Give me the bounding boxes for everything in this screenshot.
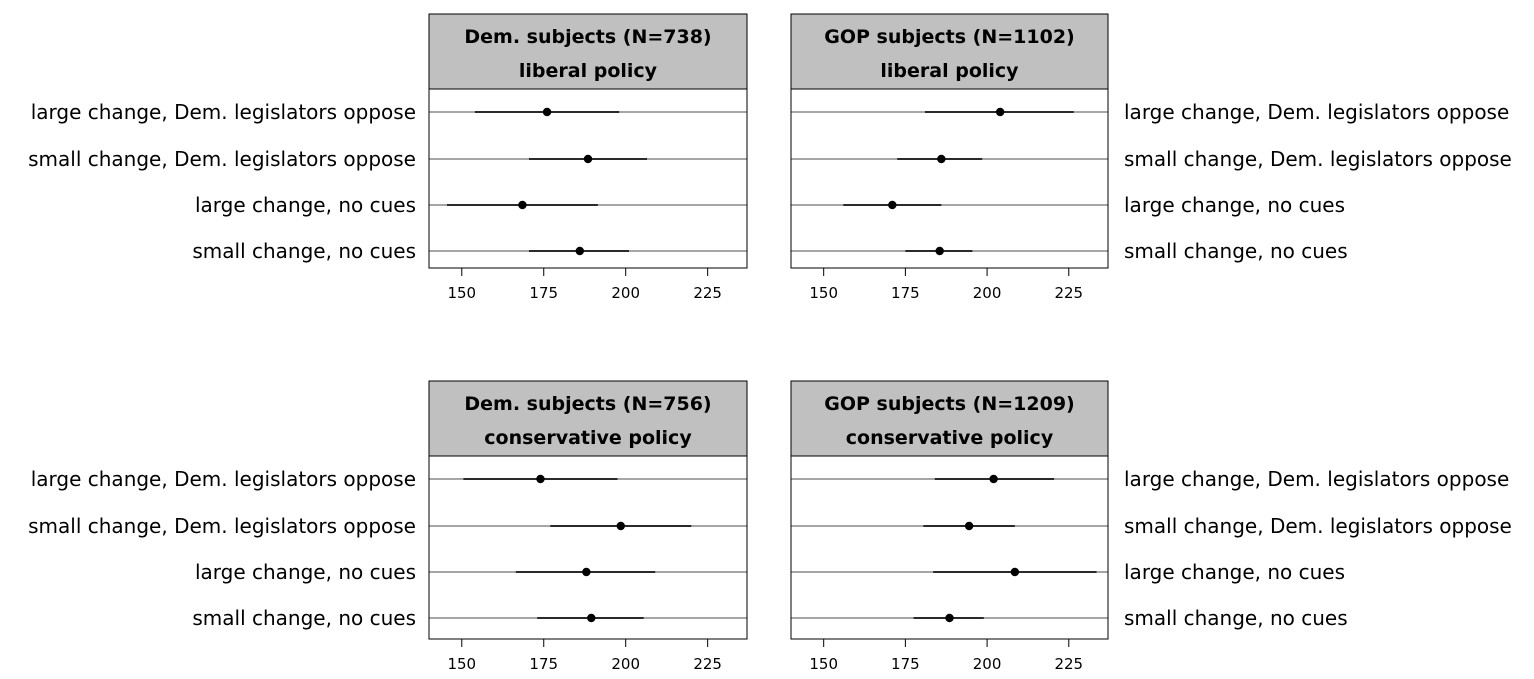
- panel-1-point-3: [518, 200, 527, 210]
- panel-4-xtick-label-4: 225: [1054, 655, 1083, 673]
- panel-1-title-line2: liberal policy: [519, 60, 658, 82]
- panel-2-row-label-1: large change, Dem. legislators oppose: [1124, 100, 1509, 124]
- panel-1-row-label-2: small change, Dem. legislators oppose: [28, 147, 416, 171]
- panel-1-point-1: [542, 107, 552, 117]
- panel-1-strip: [428, 13, 748, 90]
- panel-2-title-line2: liberal policy: [880, 60, 1019, 82]
- panel-3-xtick-label-2: 175: [529, 655, 558, 673]
- panel-2-row-label-3: large change, no cues: [1124, 193, 1345, 217]
- panel-1-row-label-4: small change, no cues: [192, 239, 416, 263]
- panel-3-row-label-1: large change, Dem. legislators oppose: [31, 467, 416, 491]
- panel-4-xtick-label-2: 175: [891, 655, 920, 673]
- panel-3-xtick-label-4: 225: [693, 655, 722, 673]
- panel-2-point-1: [995, 107, 1005, 117]
- panel-3-point-2: [616, 521, 625, 531]
- panel-4-title-line1: GOP subjects (N=1209): [824, 393, 1074, 415]
- panel-2-xtick-label-1: 150: [809, 284, 838, 302]
- panel-3-row-label-4: small change, no cues: [192, 606, 416, 630]
- panel-4-point-1: [989, 474, 998, 484]
- panel-2-point-4: [935, 246, 944, 256]
- panel-3-row-label-3: large change, no cues: [195, 560, 416, 584]
- panel-4-frame: [790, 455, 1109, 640]
- panel-1-xtick-label-3: 200: [611, 284, 640, 302]
- panel-2-plot-area: [791, 89, 1108, 268]
- panel-2-point-3: [888, 200, 897, 210]
- panel-1-plot-area: [429, 89, 747, 268]
- panel-3-row-label-2: small change, Dem. legislators oppose: [28, 514, 416, 538]
- panel-2-xtick-label-4: 225: [1054, 284, 1083, 302]
- panel-2-row-label-4: small change, no cues: [1124, 239, 1348, 263]
- panel-4-title-line2: conservative policy: [846, 427, 1054, 449]
- panel-3-point-3: [582, 567, 591, 577]
- panel-2-title-line1: GOP subjects (N=1102): [824, 26, 1074, 48]
- panel-3-title-line1: Dem. subjects (N=756): [464, 393, 711, 415]
- panel-1-xtick-label-2: 175: [529, 284, 558, 302]
- panel-2-point-2: [937, 154, 946, 164]
- panel-2-xtick-label-2: 175: [891, 284, 920, 302]
- panel-1-frame: [428, 88, 748, 269]
- panel-4-row-label-2: small change, Dem. legislators oppose: [1124, 514, 1512, 538]
- panel-4-strip: [790, 380, 1109, 457]
- panel-4-row-label-3: large change, no cues: [1124, 560, 1345, 584]
- panel-3-strip: [428, 380, 748, 457]
- panel-3-title-line2: conservative policy: [484, 427, 692, 449]
- panel-2-row-label-2: small change, Dem. legislators oppose: [1124, 147, 1512, 171]
- panel-1-xtick-label-1: 150: [447, 284, 476, 302]
- panel-3-xtick-label-3: 200: [611, 655, 640, 673]
- panel-4-point-3: [1010, 567, 1020, 577]
- panel-3-point-1: [536, 474, 545, 484]
- panel-3-plot-area: [429, 456, 747, 639]
- panel-4-xtick-label-3: 200: [973, 655, 1002, 673]
- panel-4-row-label-1: large change, Dem. legislators oppose: [1124, 467, 1509, 491]
- panel-4-plot-area: [791, 456, 1108, 639]
- panel-4-xtick-label-1: 150: [809, 655, 838, 673]
- panel-1-point-2: [583, 154, 593, 164]
- panel-4-point-4: [945, 613, 954, 623]
- panel-2-xtick-label-3: 200: [973, 284, 1002, 302]
- panel-1-title-line1: Dem. subjects (N=738): [464, 26, 711, 48]
- panel-1-row-label-3: large change, no cues: [195, 193, 416, 217]
- panel-1-point-4: [575, 246, 585, 256]
- panel-4-row-label-4: small change, no cues: [1124, 606, 1348, 630]
- panel-3-point-4: [587, 613, 596, 623]
- panel-3-xtick-label-1: 150: [447, 655, 476, 673]
- panel-2-frame: [790, 88, 1109, 269]
- panel-3-frame: [428, 455, 748, 640]
- panel-1-row-label-1: large change, Dem. legislators oppose: [31, 100, 416, 124]
- panel-4-point-2: [964, 521, 974, 531]
- panel-1-xtick-label-4: 225: [693, 284, 722, 302]
